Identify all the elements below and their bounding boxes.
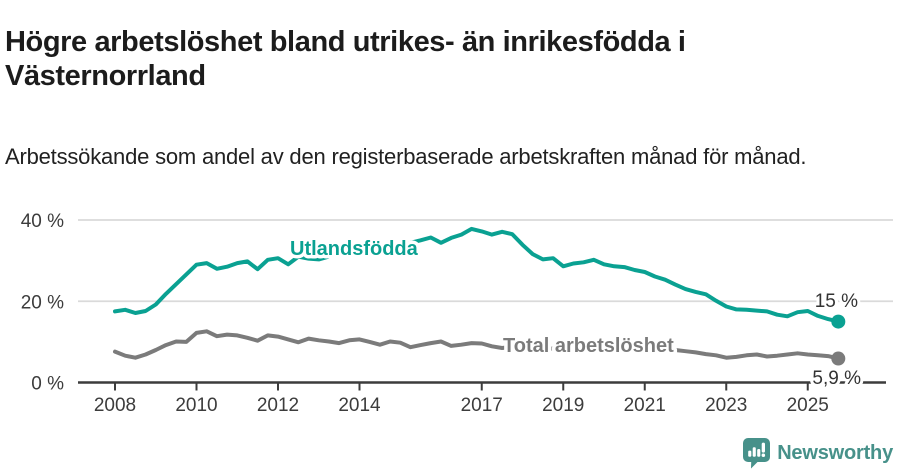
y-tick-label: 0 % [31,374,64,395]
x-tick-label: 2021 [624,395,666,416]
x-tick-label: 2017 [461,395,503,416]
end-dot-series-1 [831,351,846,366]
unemployment-line-chart: 0 % 20 % 40 % 2008 2010 2012 2014 2017 2019 2021 2… [21,211,893,416]
x-tick-label: 2010 [175,395,217,416]
y-tick-label: 40 % [21,211,64,232]
y-tick-label: 20 % [21,292,64,313]
x-tick-label: 2025 [787,395,829,416]
x-tick-label: 2008 [94,395,136,416]
end-dot-series-0 [831,314,846,329]
newsworthy-logo-icon [743,437,771,468]
end-value-label-0: 15 % [815,291,858,312]
newsworthy-wordmark: Newsworthy [777,441,893,464]
series-label-0: Utlandsfödda [290,238,419,260]
series-label-1: Total arbetslöshet [503,335,674,357]
x-tick-label: 2014 [338,395,381,416]
chart-subtitle: Arbetssökande som andel av den registerb… [5,144,807,169]
page-title: Högre arbetslöshet bland utrikes- än inr… [5,26,686,93]
x-tick-label: 2019 [542,395,584,416]
end-value-label-1: 5,9 % [812,368,861,389]
x-tick-label: 2023 [705,395,747,416]
x-tick-label: 2012 [257,395,299,416]
line-series-0 [113,226,841,324]
line-series-1 [113,329,841,361]
newsworthy-brand[interactable]: Newsworthy [743,437,893,469]
